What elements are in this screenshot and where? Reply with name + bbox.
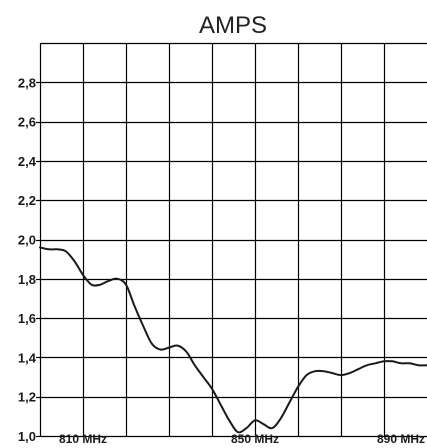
y-tick-label: 1,6 (18, 311, 36, 326)
series-layer (39, 246, 427, 434)
y-tick-label: 2,4 (18, 154, 37, 169)
y-tick-label: 2,0 (18, 233, 36, 248)
y-tick-label: 1,0 (18, 429, 36, 444)
y-tick-label: 1,2 (18, 390, 36, 405)
y-tick-label: 1,4 (18, 350, 37, 365)
y-tick-label: 2,8 (18, 75, 36, 90)
y-tick-label: 1,8 (18, 272, 36, 287)
y-tick-label: 2,6 (18, 115, 36, 130)
x-tick-label: 890 MHz (377, 432, 425, 446)
series-line (39, 246, 427, 434)
x-tick-label: 850 MHz (231, 432, 279, 446)
y-axis-ticks: 1,0 1,2 1,4 1,6 1,8 2,0 2,2 2,4 2,6 2,8 (18, 75, 37, 444)
x-tick-label: 810 MHz (59, 432, 107, 446)
x-axis-ticks: 810 MHz 850 MHz 890 MHz (59, 432, 425, 446)
chart-grid (36, 42, 427, 438)
y-tick-label: 2,2 (18, 193, 36, 208)
chart-title: AMPS (199, 12, 267, 39)
